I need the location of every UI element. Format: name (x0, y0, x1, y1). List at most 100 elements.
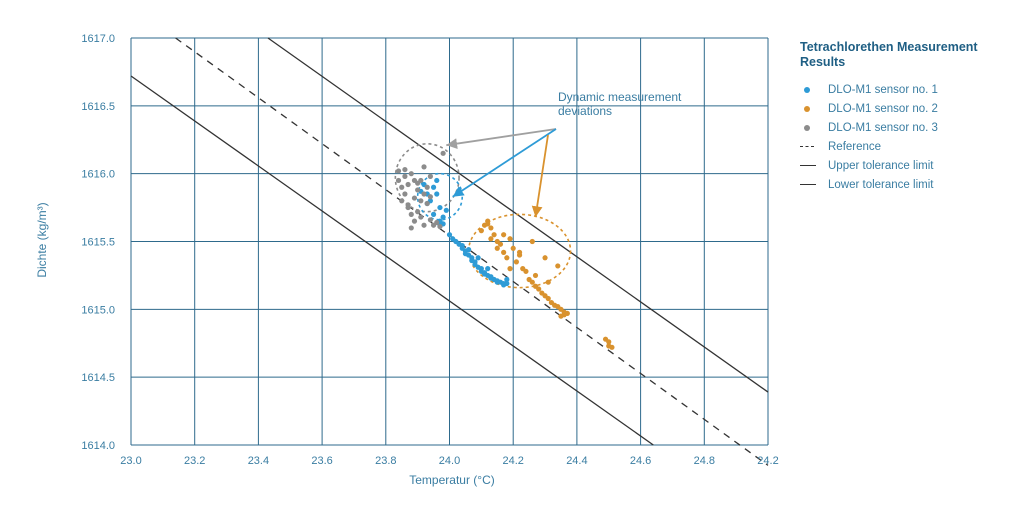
data-point-sensor-3 (411, 177, 418, 184)
data-point-sensor-3 (424, 200, 430, 207)
legend: Tetrachlorethen Measurement Results DLO-… (800, 40, 1010, 194)
data-point-sensor-2 (494, 245, 500, 251)
legend-label: DLO-M1 sensor no. 3 (828, 121, 938, 134)
data-point-sensor-3 (415, 209, 421, 215)
legend-item: Lower tolerance limit (800, 175, 1010, 194)
legend-symbol (800, 84, 822, 96)
data-point-sensor-2 (536, 286, 542, 292)
data-point-sensor-3 (399, 184, 405, 190)
data-point-sensor-3 (437, 223, 443, 230)
legend-label: Upper tolerance limit (828, 159, 934, 172)
data-point-sensor-3 (402, 166, 408, 173)
data-point-sensor-3 (427, 173, 433, 179)
data-point-sensor-2 (609, 344, 615, 350)
data-point-sensor-2 (501, 232, 507, 238)
legend-symbol (800, 122, 822, 134)
data-point-sensor-2 (542, 255, 548, 261)
data-point-sensor-2 (529, 238, 535, 245)
data-point-sensor-2 (491, 232, 497, 238)
data-point-sensor-3 (399, 198, 405, 204)
data-point-sensor-2 (497, 241, 504, 247)
y-tick-label: 1615.5 (81, 237, 115, 249)
x-tick-label: 24.8 (694, 455, 715, 467)
annotation-arrow (446, 128, 557, 149)
data-point-sensor-1 (485, 266, 491, 272)
data-point-sensor-2 (488, 236, 494, 242)
data-point-sensor-3 (421, 191, 427, 197)
data-point-sensor-3 (440, 150, 446, 156)
legend-item: DLO-M1 sensor no. 3 (800, 118, 1010, 137)
legend-label: DLO-M1 sensor no. 1 (828, 83, 938, 96)
data-point-sensor-1 (475, 255, 481, 261)
y-axis-title: Dichte (kg/m³) (35, 202, 49, 277)
y-tick-label: 1614.0 (81, 440, 115, 452)
legend-symbol (800, 103, 822, 115)
data-point-sensor-3 (395, 177, 402, 184)
legend-item: Reference (800, 137, 1010, 156)
data-point-sensor-2 (478, 228, 484, 234)
tick-labels: 23.0 23.2 23.4 23.6 23.8 24.0 24.2 24.4 24.6 24.8… (81, 33, 778, 467)
data-point-sensor-3 (411, 195, 418, 201)
data-point-sensor-2 (507, 266, 513, 272)
legend-symbol (800, 141, 822, 153)
data-point-sensor-3 (408, 225, 414, 231)
annotation-arrows (446, 128, 557, 218)
grid (130, 37, 769, 446)
data-point-sensor-3 (395, 168, 402, 174)
data-point-sensor-2 (488, 225, 494, 231)
legend-label: Lower tolerance limit (828, 178, 934, 191)
y-tick-label: 1616.0 (81, 169, 115, 181)
x-tick-label: 24.2 (502, 455, 523, 467)
x-tick-label: 24.6 (630, 455, 651, 467)
data-point-sensor-1 (434, 191, 440, 197)
data-point-sensor-2 (516, 249, 523, 255)
x-tick-label: 23.0 (120, 455, 141, 467)
data-point-sensor-2 (507, 236, 513, 242)
data-point-sensor-3 (402, 191, 408, 197)
x-tick-label: 24.0 (439, 455, 460, 467)
legend-item: Upper tolerance limit (800, 156, 1010, 175)
x-tick-label: 23.2 (184, 455, 205, 467)
data-point-sensor-3 (421, 222, 427, 228)
legend-title: Tetrachlorethen Measurement Results (800, 40, 978, 69)
data-point-sensor-3 (418, 198, 424, 204)
data-point-sensor-2 (501, 249, 507, 255)
annotation-arrow (531, 134, 549, 218)
annotation-text: Dynamic measurement deviations (558, 90, 682, 118)
data-point-sensor-2 (504, 255, 510, 261)
legend-item: DLO-M1 sensor no. 2 (800, 99, 1010, 118)
data-point-sensor-1 (459, 242, 465, 249)
data-point-sensor-3 (408, 211, 414, 217)
data-point-sensor-2 (485, 221, 491, 227)
data-points (395, 150, 615, 350)
data-point-sensor-1 (504, 276, 510, 283)
data-point-sensor-1 (440, 214, 446, 220)
x-axis-title: Temperatur (°C) (409, 473, 494, 487)
legend-symbol (800, 179, 822, 191)
x-tick-label: 23.8 (375, 455, 396, 467)
legend-label: Reference (828, 140, 882, 153)
legend-label: DLO-M1 sensor no. 2 (828, 102, 938, 115)
data-point-sensor-1 (437, 204, 443, 211)
data-point-sensor-3 (405, 202, 411, 208)
legend-item: DLO-M1 sensor no. 1 (800, 80, 1010, 99)
data-point-sensor-2 (529, 279, 535, 285)
x-tick-label: 23.4 (248, 455, 269, 467)
data-point-sensor-3 (434, 219, 440, 226)
data-point-sensor-2 (545, 295, 551, 302)
data-point-sensor-2 (555, 263, 561, 269)
annotation-arrow (452, 128, 557, 198)
data-point-sensor-1 (446, 232, 453, 238)
data-point-sensor-1 (443, 207, 449, 213)
x-tick-label: 23.6 (311, 455, 332, 467)
data-point-sensor-3 (418, 214, 424, 220)
data-point-sensor-1 (504, 280, 510, 287)
data-point-sensor-1 (430, 211, 437, 217)
x-tick-label: 24.4 (566, 455, 587, 467)
data-point-sensor-2 (561, 312, 567, 318)
y-tick-label: 1617.0 (81, 33, 115, 45)
data-point-sensor-2 (523, 268, 529, 274)
data-point-sensor-3 (411, 218, 418, 224)
data-point-sensor-2 (510, 245, 516, 251)
